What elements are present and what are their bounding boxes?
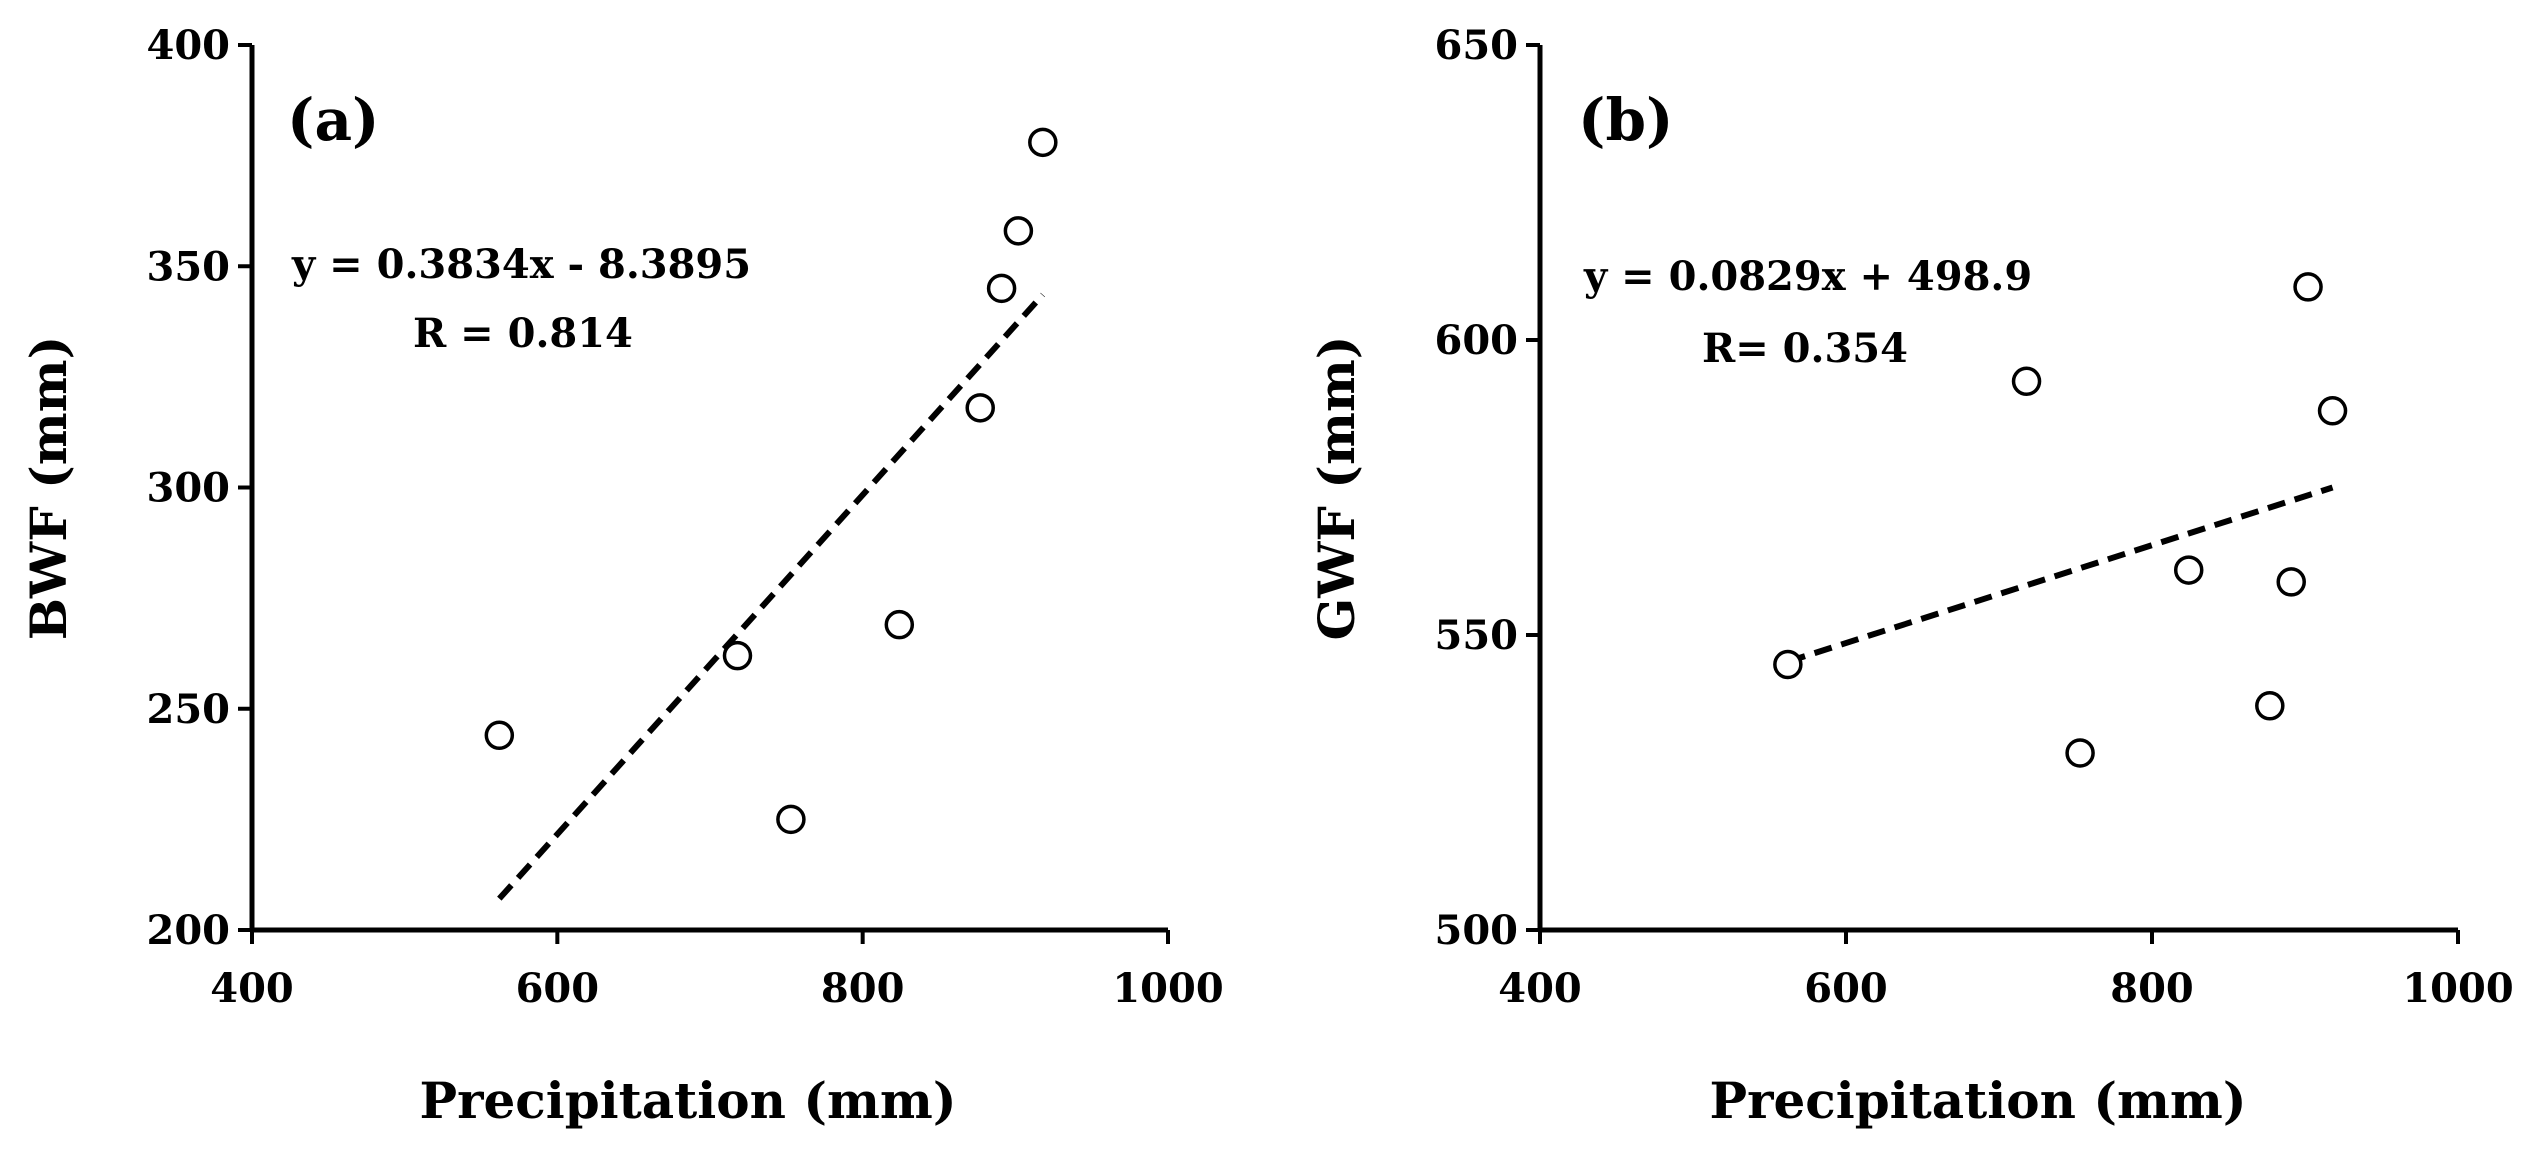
data-point (722, 640, 753, 671)
data-point (1028, 127, 1058, 158)
x-axis-title: Precipitation (mm) (1710, 1071, 2247, 1130)
data-point (986, 273, 1017, 304)
x-tick-label: 400 (210, 965, 294, 1012)
regression-equation: y = 0.0829x + 498.9 (1583, 253, 2032, 300)
data-point (965, 393, 995, 423)
data-point (2065, 738, 2095, 768)
data-point (2173, 555, 2204, 585)
x-tick-label: 800 (2110, 965, 2194, 1012)
data-point (484, 720, 515, 751)
y-tick-label: 300 (147, 465, 231, 512)
data-point (2317, 396, 2348, 426)
data-point (1773, 649, 1803, 680)
y-tick-label: 250 (147, 686, 231, 733)
x-tick-label: 1000 (2402, 965, 2513, 1012)
correlation-coefficient: R= 0.354 (1702, 325, 1908, 372)
y-axis-title: GWF (mm) (1307, 336, 1366, 641)
x-tick-label: 800 (821, 965, 905, 1012)
x-axis-title: Precipitation (mm) (420, 1071, 957, 1130)
y-tick-label: 200 (147, 907, 231, 954)
data-point (776, 804, 806, 835)
x-tick-label: 1000 (1112, 965, 1223, 1012)
y-tick-label: 650 (1435, 22, 1519, 69)
y-tick-label: 400 (147, 22, 231, 69)
regression-equation: y = 0.3834x - 8.3895 (291, 241, 751, 288)
panel-label: (a) (287, 86, 379, 154)
x-tick-label: 400 (1498, 965, 1582, 1012)
data-point (884, 609, 915, 640)
trendline (497, 292, 1046, 901)
data-point (2255, 691, 2285, 721)
correlation-coefficient: R = 0.814 (413, 310, 633, 357)
y-tick-label: 350 (147, 243, 231, 290)
y-axis-title: BWF (mm) (19, 336, 78, 640)
data-point (2276, 567, 2306, 597)
panel-b-gwf-chart: 500 550 600 650 400 600 800 1000 Precipitation (… (1307, 22, 2514, 1130)
x-tick-label: 600 (1804, 965, 1888, 1012)
y-tick-label: 600 (1435, 317, 1519, 364)
data-point (2011, 366, 2042, 397)
panel-label: (b) (1578, 86, 1673, 154)
panel-a-bwf-chart: 200 250 300 350 400 400 600 800 1000 Precipitatio… (19, 22, 1224, 1130)
y-tick-label: 500 (1435, 907, 1519, 954)
data-point (1003, 216, 1034, 246)
trendline (1786, 484, 2334, 665)
x-tick-label: 600 (516, 965, 600, 1012)
data-point (2293, 272, 2323, 302)
y-tick-label: 550 (1435, 612, 1519, 659)
